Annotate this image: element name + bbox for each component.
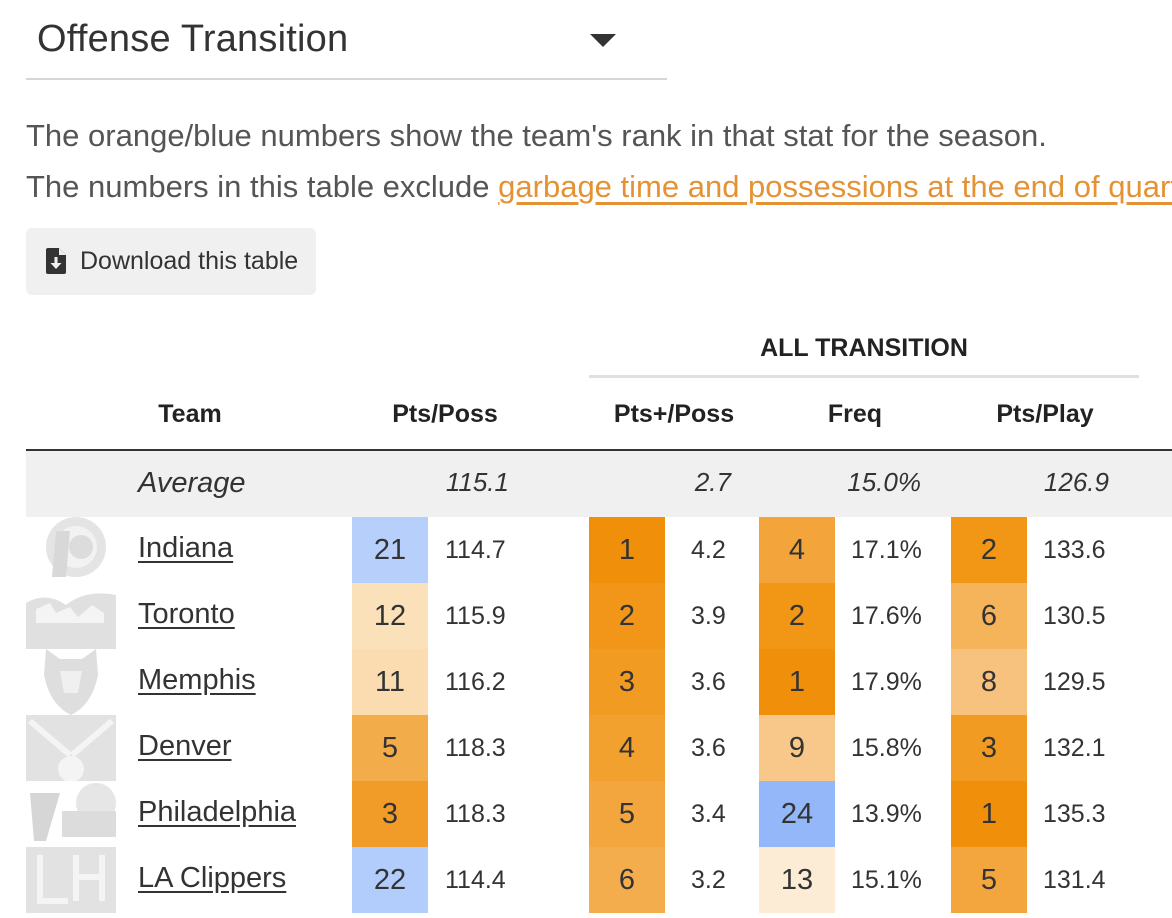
average-freq: 15.0% <box>847 467 921 497</box>
rank-cell: 22 <box>352 847 428 913</box>
value-cell: 17.9% <box>851 668 922 696</box>
rank-cell: 2 <box>589 583 665 649</box>
value-cell: 3.2 <box>691 866 726 894</box>
value-cell: 118.3 <box>445 734 506 762</box>
value-cell: 132.1 <box>1043 734 1106 762</box>
table-row: Toronto 12 115.9 2 3.9 2 17.6% 6 130.5 <box>26 583 1172 649</box>
value-cell: 135.3 <box>1043 800 1106 828</box>
value-cell: 15.1% <box>851 866 922 894</box>
stat-type-dropdown[interactable]: Offense Transition <box>26 0 667 80</box>
value-cell: 3.4 <box>691 800 726 828</box>
rank-cell: 8 <box>951 649 1027 715</box>
rank-cell: 24 <box>759 781 835 847</box>
table-row: Indiana 21 114.7 1 4.2 4 17.1% 2 133.6 <box>26 517 1172 583</box>
rank-cell: 12 <box>352 583 428 649</box>
rank-cell: 9 <box>759 715 835 781</box>
table-row: Memphis 11 116.2 3 3.6 1 17.9% 8 129.5 <box>26 649 1172 715</box>
file-download-icon <box>46 248 66 274</box>
rank-cell: 1 <box>951 781 1027 847</box>
column-header-team[interactable]: Team <box>158 400 222 428</box>
rank-cell: 3 <box>589 649 665 715</box>
team-link[interactable]: Indiana <box>138 532 234 564</box>
dropdown-selected-value: Offense Transition <box>37 18 349 60</box>
team-link[interactable]: Denver <box>138 730 232 762</box>
average-label: Average <box>138 467 246 499</box>
pacers-logo-icon <box>26 517 116 583</box>
download-table-button[interactable]: Download this table <box>26 228 316 295</box>
description-exclusion-note: The numbers in this table exclude garbag… <box>26 169 1172 205</box>
value-cell: 133.6 <box>1043 536 1106 564</box>
team-link[interactable]: Memphis <box>138 664 256 696</box>
grizzlies-logo-icon <box>26 649 116 715</box>
value-cell: 13.9% <box>851 800 922 828</box>
rank-cell: 1 <box>589 517 665 583</box>
value-cell: 15.8% <box>851 734 922 762</box>
download-button-label: Download this table <box>80 247 299 275</box>
description-rank-note: The orange/blue numbers show the team's … <box>26 118 1047 153</box>
rank-cell: 6 <box>589 847 665 913</box>
value-cell: 3.6 <box>691 734 726 762</box>
value-cell: 130.5 <box>1043 602 1106 630</box>
average-row: Average 115.1 2.7 15.0% 126.9 <box>26 451 1172 517</box>
description-exclusion-prefix: The numbers in this table exclude <box>26 169 499 204</box>
team-link[interactable]: LA Clippers <box>138 862 287 894</box>
average-pts-poss: 115.1 <box>445 467 509 497</box>
all-transition-group-header: ALL TRANSITION <box>589 330 1139 378</box>
rank-cell: 21 <box>352 517 428 583</box>
average-pts-plus-poss: 2.7 <box>694 467 731 497</box>
value-cell: 131.4 <box>1043 866 1106 894</box>
caret-down-icon <box>590 34 616 47</box>
nuggets-logo-icon <box>26 715 116 781</box>
raptors-logo-icon <box>26 583 116 649</box>
team-link[interactable]: Philadelphia <box>138 796 297 828</box>
rank-cell: 4 <box>589 715 665 781</box>
value-cell: 3.9 <box>691 602 726 630</box>
value-cell: 118.3 <box>445 800 506 828</box>
value-cell: 17.1% <box>851 536 922 564</box>
rank-cell: 3 <box>951 715 1027 781</box>
value-cell: 17.6% <box>851 602 922 630</box>
value-cell: 4.2 <box>691 536 726 564</box>
rank-cell: 5 <box>352 715 428 781</box>
value-cell: 129.5 <box>1043 668 1106 696</box>
clippers-logo-icon <box>26 847 116 913</box>
rank-cell: 2 <box>951 517 1027 583</box>
rank-cell: 11 <box>352 649 428 715</box>
rank-cell: 5 <box>589 781 665 847</box>
value-cell: 116.2 <box>445 668 506 696</box>
table-row: Denver 5 118.3 4 3.6 9 15.8% 3 132.1 <box>26 715 1172 781</box>
rank-cell: 3 <box>352 781 428 847</box>
rank-cell: 1 <box>759 649 835 715</box>
rank-cell: 13 <box>759 847 835 913</box>
table-row: Philadelphia 3 118.3 5 3.4 24 13.9% 1 13… <box>26 781 1172 847</box>
rank-cell: 2 <box>759 583 835 649</box>
column-header-pts-play[interactable]: Pts/Play <box>996 400 1094 428</box>
column-header-pts-poss[interactable]: Pts/Poss <box>392 400 498 428</box>
team-link[interactable]: Toronto <box>138 598 235 630</box>
76ers-logo-icon <box>26 781 116 847</box>
column-header-pts-plus-poss[interactable]: Pts+/Poss <box>613 400 735 428</box>
value-cell: 114.7 <box>445 536 506 564</box>
garbage-time-link[interactable]: garbage time and possessions at the end … <box>498 169 1172 204</box>
group-header-label: ALL TRANSITION <box>760 334 968 362</box>
header-divider <box>26 449 1172 451</box>
average-pts-play: 126.9 <box>1043 467 1109 497</box>
table-row: LA Clippers 22 114.4 6 3.2 13 15.1% 5 13… <box>26 847 1172 913</box>
rank-cell: 5 <box>951 847 1027 913</box>
value-cell: 115.9 <box>445 602 506 630</box>
value-cell: 3.6 <box>691 668 726 696</box>
rank-cell: 6 <box>951 583 1027 649</box>
column-header-freq[interactable]: Freq <box>827 400 883 428</box>
value-cell: 114.4 <box>445 866 506 894</box>
rank-cell: 4 <box>759 517 835 583</box>
